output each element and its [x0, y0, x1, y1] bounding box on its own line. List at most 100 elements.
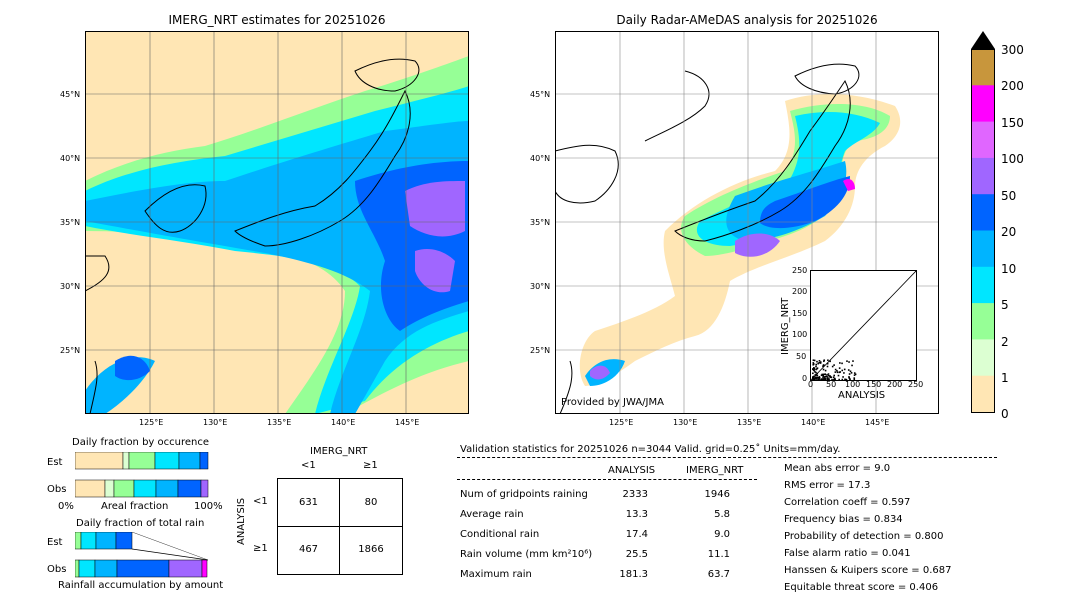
scatter-point — [848, 361, 850, 363]
right-lat-label: 30°N — [530, 282, 551, 291]
scatter-point — [838, 378, 840, 380]
scatter-point — [812, 362, 815, 364]
colorbar-tick: 200 — [1001, 79, 1024, 93]
scatter-point — [827, 374, 830, 377]
colorbar-tick: 0 — [1001, 407, 1009, 421]
score-line: Correlation coeff = 0.597 — [784, 497, 911, 508]
stat-imerg: 11.1 — [707, 549, 730, 560]
scatter-point — [850, 372, 853, 374]
contingency-cell: 1866 — [358, 544, 384, 555]
scatter-point — [851, 364, 853, 367]
colorbar-tick: 2 — [1001, 335, 1009, 349]
left-lon-label: 145°E — [395, 418, 420, 427]
right-lon-label: 125°E — [609, 418, 634, 427]
scatter-point — [834, 371, 837, 373]
right-lat-label: 45°N — [530, 90, 551, 99]
scatter-point — [815, 363, 818, 366]
stat-analysis: 2333 — [622, 489, 648, 500]
scatter-xtick: 0 — [808, 380, 814, 389]
scatter-point — [836, 371, 839, 374]
scatter-plot — [810, 270, 917, 381]
scatter-point — [823, 378, 825, 380]
right-lat-label: 40°N — [530, 154, 551, 163]
scatter-point — [812, 363, 815, 365]
scatter-point — [841, 369, 844, 372]
scatter-point — [816, 360, 818, 363]
scatter-point — [847, 369, 850, 371]
scatter-point — [821, 373, 824, 376]
scatter-point — [833, 378, 835, 380]
scatter-xtick: 250 — [908, 380, 924, 389]
left-lon-label: 125°E — [139, 418, 164, 427]
colorbar-tick: 150 — [1001, 116, 1024, 130]
scatter-point — [826, 378, 829, 380]
scatter-point — [853, 374, 856, 376]
validation-divider — [457, 479, 757, 480]
scatter-point — [853, 377, 856, 379]
scatter-point — [833, 364, 835, 366]
colorbar-segment — [971, 85, 995, 123]
data-credit: Provided by JWA/JMA — [561, 397, 664, 408]
scatter-point — [823, 360, 825, 363]
scatter-point — [816, 376, 819, 379]
scatter-ytick: 100 — [792, 330, 808, 339]
scatter-point — [822, 368, 825, 371]
left-lon-label: 135°E — [267, 418, 292, 427]
contingency-row-ge: ≥1 — [253, 543, 268, 554]
right-lon-label: 130°E — [673, 418, 698, 427]
colorbar-tick: 5 — [1001, 298, 1009, 312]
scatter-point — [813, 379, 816, 380]
contingency-row-header: ANALYSIS — [236, 497, 247, 545]
scatter-point — [816, 374, 819, 377]
colorbar-segment — [971, 121, 995, 159]
colorbar-tick: 20 — [1001, 225, 1017, 239]
occurrence-axis-left: 0% — [58, 501, 74, 512]
scatter-point — [812, 378, 815, 380]
stat-analysis: 181.3 — [619, 569, 648, 580]
scatter-point — [848, 377, 850, 379]
left-lat-label: 40°N — [60, 154, 81, 163]
right-map — [555, 31, 939, 414]
scatter-point — [822, 365, 824, 368]
scatter-point — [813, 366, 815, 369]
stat-imerg: 1946 — [704, 489, 730, 500]
stat-imerg: 63.7 — [707, 569, 730, 580]
contingency-col-header: IMERG_NRT — [310, 446, 368, 457]
scatter-point — [822, 373, 825, 376]
contingency-col-ge: ≥1 — [363, 460, 378, 471]
occurrence-axis-right: 100% — [194, 501, 223, 512]
scatter-point — [823, 376, 826, 378]
scatter-point — [834, 378, 836, 380]
scatter-point — [829, 360, 831, 363]
scatter-point — [838, 367, 841, 369]
scatter-point — [824, 377, 826, 380]
scatter-point — [837, 374, 840, 377]
scatter-point — [836, 369, 838, 372]
left-lat-label: 30°N — [60, 282, 81, 291]
scatter-point — [816, 367, 818, 370]
scatter-xtick: 200 — [887, 380, 903, 389]
scatter-point — [813, 359, 816, 362]
scatter-point — [827, 359, 829, 362]
colorbar-segment — [971, 303, 995, 340]
colorbar-tick: 300 — [1001, 43, 1024, 57]
stat-analysis: 13.3 — [625, 509, 648, 520]
right-lon-label: 145°E — [865, 418, 890, 427]
scatter-ytick: 0 — [802, 374, 808, 383]
scatter-xlabel: ANALYSIS — [838, 390, 886, 401]
scatter-ytick: 150 — [792, 309, 808, 318]
left-lat-label: 35°N — [60, 218, 81, 227]
scatter-point — [813, 376, 815, 379]
scatter-point — [834, 368, 837, 371]
scatter-xtick: 150 — [866, 380, 882, 389]
colorbar-segment — [971, 230, 995, 268]
scatter-point — [822, 375, 825, 378]
stat-analysis: 17.4 — [625, 529, 648, 540]
left-lat-label: 45°N — [60, 90, 81, 99]
occurrence-est-label: Est — [47, 457, 63, 468]
scatter-point — [825, 375, 827, 378]
contingency-cell: 467 — [298, 544, 319, 555]
colorbar-segment — [971, 49, 995, 86]
colorbar — [971, 31, 995, 413]
scatter-point — [826, 362, 829, 365]
